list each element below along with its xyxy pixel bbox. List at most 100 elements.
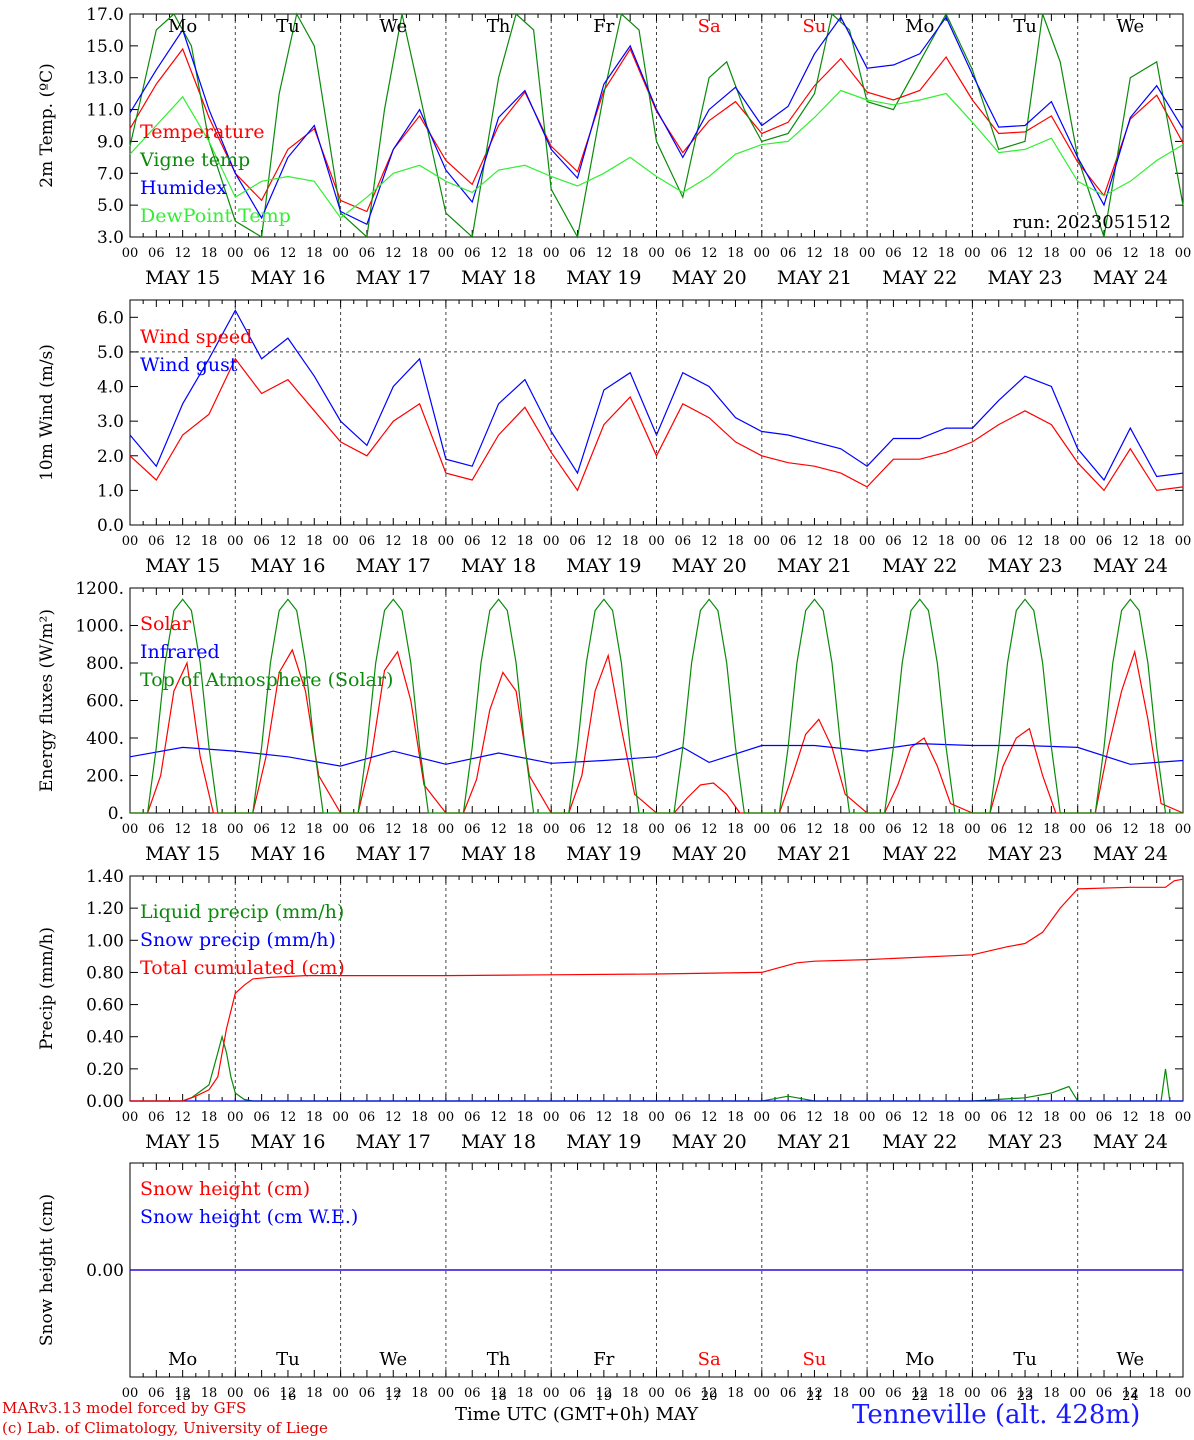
- hour-tick-label: 06: [148, 1386, 165, 1401]
- date-label: MAY 17: [356, 267, 431, 289]
- y-tick-label: 5.0: [97, 196, 124, 216]
- hour-tick-label: 06: [780, 1110, 797, 1125]
- hour-tick-label: 18: [411, 246, 428, 261]
- hour-tick-label: 12: [596, 822, 613, 837]
- weekday-label: We: [379, 1349, 407, 1370]
- hour-tick-label: 18: [1148, 1110, 1165, 1125]
- hour-tick-label: 06: [464, 822, 481, 837]
- date-label: MAY 18: [461, 267, 536, 289]
- hour-tick-label: 06: [990, 534, 1007, 549]
- hour-tick-label: 06: [569, 534, 586, 549]
- hour-tick-label: 12: [911, 534, 928, 549]
- y-tick-label: 11.0: [86, 101, 124, 121]
- hour-tick-label: 00: [1175, 1110, 1192, 1125]
- weekday-label: Fr: [593, 16, 614, 37]
- y-tick-label: 5.0: [97, 343, 124, 363]
- hour-tick-label: 18: [201, 822, 218, 837]
- y-axis-label: Snow height (cm): [37, 1194, 57, 1346]
- hour-tick-label: 12: [1017, 822, 1034, 837]
- weekday-label: We: [379, 16, 407, 37]
- date-label: MAY 23: [987, 1131, 1062, 1153]
- hour-tick-label: 00: [438, 1386, 455, 1401]
- y-tick-label: 9.0: [97, 132, 124, 152]
- hour-tick-label: 12: [701, 246, 718, 261]
- hour-tick-label: 12: [701, 1386, 718, 1401]
- hour-tick-label: 12: [1017, 1110, 1034, 1125]
- hour-tick-label: 00: [332, 822, 349, 837]
- hour-tick-label: 18: [517, 246, 534, 261]
- hour-tick-label: 18: [306, 1386, 323, 1401]
- hour-tick-label: 12: [1122, 822, 1139, 837]
- hour-tick-label: 06: [569, 822, 586, 837]
- hour-tick-label: 12: [385, 1386, 402, 1401]
- station-name: Tenneville (alt. 428m): [852, 1400, 1141, 1430]
- hour-tick-label: 00: [543, 822, 560, 837]
- hour-tick-label: 12: [1017, 246, 1034, 261]
- hour-tick-label: 12: [911, 822, 928, 837]
- legend-entry: Total cumulated (cm): [140, 957, 345, 979]
- hour-tick-label: 06: [253, 246, 270, 261]
- hour-tick-label: 12: [806, 246, 823, 261]
- legend-entry: Snow height (cm): [140, 1178, 310, 1200]
- hour-tick-label: 18: [622, 822, 639, 837]
- time-axis-label: Time UTC (GMT+0h) MAY: [455, 1404, 698, 1425]
- hour-tick-label: 06: [885, 246, 902, 261]
- date-label: MAY 15: [145, 267, 220, 289]
- hour-tick-label: 18: [1043, 1110, 1060, 1125]
- hour-tick-label: 18: [622, 534, 639, 549]
- hour-tick-label: 12: [490, 822, 507, 837]
- date-label: MAY 23: [987, 267, 1062, 289]
- hour-tick-label: 18: [1148, 246, 1165, 261]
- date-label: MAY 19: [566, 555, 641, 577]
- date-label: MAY 19: [566, 843, 641, 865]
- hour-tick-label: 00: [754, 534, 771, 549]
- legend-entry: Solar: [140, 613, 192, 635]
- hour-tick-label: 06: [464, 246, 481, 261]
- hour-tick-label: 18: [727, 1386, 744, 1401]
- hour-tick-label: 00: [754, 1110, 771, 1125]
- day-number-label: 19: [596, 1389, 613, 1404]
- hour-tick-label: 06: [675, 1110, 692, 1125]
- hour-tick-label: 18: [306, 1110, 323, 1125]
- time-axis-month: MAY: [655, 1404, 699, 1425]
- hour-tick-label: 00: [859, 534, 876, 549]
- date-label: MAY 22: [882, 267, 957, 289]
- date-label: MAY 17: [356, 555, 431, 577]
- day-number-label: 24: [1122, 1389, 1139, 1404]
- series-line-humidex: [129, 16, 1184, 226]
- y-tick-label: 1.00: [86, 931, 124, 951]
- date-label: MAY 19: [566, 1131, 641, 1153]
- panel-2-frame: [129, 299, 1184, 526]
- hour-tick-label: 12: [385, 534, 402, 549]
- date-label: MAY 24: [1093, 1131, 1168, 1153]
- weekday-label: Mo: [168, 1349, 197, 1370]
- hour-tick-label: 00: [122, 1110, 139, 1125]
- weekday-label: Tu: [1013, 1349, 1037, 1370]
- hour-tick-label: 18: [201, 534, 218, 549]
- weekday-label: Th: [487, 16, 511, 37]
- weekday-label: Fr: [593, 1349, 614, 1370]
- date-label: MAY 22: [882, 1131, 957, 1153]
- hour-tick-label: 12: [701, 1110, 718, 1125]
- y-tick-label: 0.80: [86, 963, 124, 983]
- hour-tick-label: 18: [622, 1386, 639, 1401]
- date-label: MAY 16: [250, 1131, 325, 1153]
- hour-tick-label: 06: [359, 1110, 376, 1125]
- weekday-label: Mo: [905, 16, 934, 37]
- date-label: MAY 23: [987, 843, 1062, 865]
- hour-tick-label: 06: [148, 1110, 165, 1125]
- hour-tick-label: 18: [517, 822, 534, 837]
- hour-tick-label: 06: [569, 1386, 586, 1401]
- hour-tick-label: 06: [885, 822, 902, 837]
- date-label: MAY 24: [1093, 267, 1168, 289]
- weekday-label: Su: [802, 16, 826, 37]
- hour-tick-label: 12: [596, 1386, 613, 1401]
- hour-tick-label: 18: [938, 1110, 955, 1125]
- hour-tick-label: 06: [253, 1386, 270, 1401]
- hour-tick-label: 12: [1017, 534, 1034, 549]
- day-number-label: 22: [911, 1389, 928, 1404]
- hour-tick-label: 06: [990, 822, 1007, 837]
- hour-tick-label: 18: [517, 534, 534, 549]
- series-line-wind-gust: [129, 309, 1184, 482]
- hour-tick-label: 00: [438, 822, 455, 837]
